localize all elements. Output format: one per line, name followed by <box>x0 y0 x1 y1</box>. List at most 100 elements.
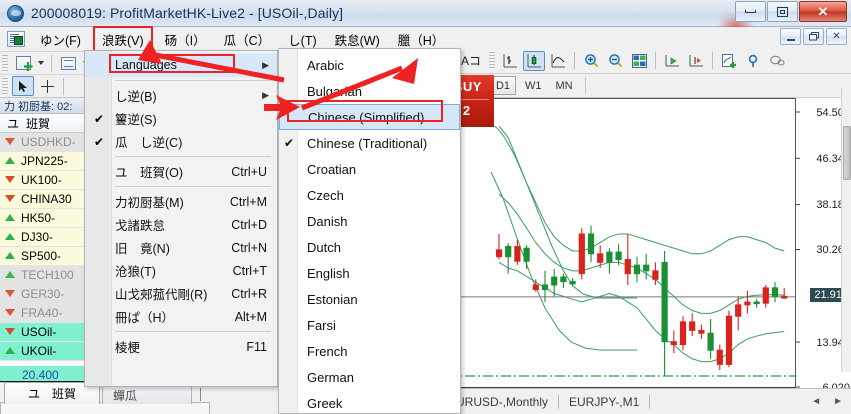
toolbar-grip[interactable] <box>2 54 8 72</box>
market-watch-row[interactable]: UK100- <box>0 171 91 190</box>
arrow-down-icon <box>0 175 20 186</box>
candlestick-chart-button[interactable] <box>523 50 546 71</box>
menu-separator <box>115 80 271 81</box>
view-menu-item[interactable]: 棱梗 F11 <box>85 335 277 358</box>
tab-next-icon[interactable]: ► <box>833 396 843 407</box>
chart-tab-0[interactable]: URUSD-,Monthly <box>456 394 549 409</box>
check-icon: ✔ <box>284 136 295 150</box>
shift-chart-button[interactable] <box>661 51 683 71</box>
close-button[interactable]: ✕ <box>799 1 847 22</box>
crosshair-tool-button[interactable] <box>742 51 764 71</box>
market-watch-symbol: JPN225- <box>21 154 68 168</box>
language-menu-item[interactable]: Czech <box>279 182 460 208</box>
menu-window[interactable]: 跌怠(W) <box>334 33 380 48</box>
market-watch-row[interactable]: FRA40- <box>0 304 91 323</box>
zoom-in-button[interactable] <box>580 51 602 71</box>
line-chart-button[interactable] <box>547 51 569 71</box>
timeframe-d1[interactable]: D1 <box>490 76 516 95</box>
chart-plot-area[interactable]: 54.50046.34038.18030.26013.9406.0200-7.0… <box>447 98 851 414</box>
view-menu-item[interactable]: ✔ 瓜 し逆(C) <box>85 130 277 153</box>
market-watch-row[interactable]: HK50- <box>0 209 91 228</box>
menu-tools[interactable]: し(T) <box>288 33 317 48</box>
mdi-vertical-scrollbar[interactable] <box>841 88 851 372</box>
profiles-button[interactable] <box>57 53 79 73</box>
view-menu-item[interactable]: し逆(B) ▶ <box>85 84 277 107</box>
zoom-out-button[interactable] <box>604 51 626 71</box>
language-menu-item[interactable]: Danish <box>279 208 460 234</box>
chart-tab-1[interactable]: EURJPY-,M1 <box>569 394 640 409</box>
auto-scroll-button[interactable] <box>685 51 707 71</box>
menu-file[interactable]: ゆン(F) <box>40 33 81 48</box>
menu-icon-gutter <box>85 51 112 386</box>
menu-help[interactable]: 臘（H） <box>397 33 445 48</box>
market-watch-row[interactable]: USDHKD- <box>0 133 91 152</box>
language-menu-item[interactable]: French <box>279 338 460 364</box>
chart-close-button[interactable]: ✕ <box>826 28 847 45</box>
language-label: Greek <box>307 395 343 411</box>
view-menu-item[interactable]: 旧 竟(N) Ctrl+N <box>85 236 277 259</box>
language-menu-item[interactable]: Arabic <box>279 52 460 78</box>
market-watch-row[interactable]: JPN225- <box>0 152 91 171</box>
market-watch-row[interactable]: GER30- <box>0 285 91 304</box>
tile-charts-button[interactable] <box>628 51 650 71</box>
chart-restore-button[interactable] <box>803 28 824 45</box>
tab-prev-icon[interactable]: ◄ <box>811 396 822 407</box>
view-menu-item[interactable]: ✔ 籰逆(S) <box>85 107 277 130</box>
language-menu-item[interactable]: Greek <box>279 390 460 414</box>
view-menu-item[interactable]: Languages ▶ <box>85 53 277 77</box>
comment-button[interactable] <box>766 51 788 71</box>
view-menu-item[interactable]: 冊ぱ（H） Alt+M <box>85 305 277 328</box>
market-watch-row[interactable]: CHINA30 <box>0 190 91 209</box>
minimize-button[interactable] <box>735 1 766 22</box>
view-menu-item[interactable]: 沧狼(T) Ctrl+T <box>85 259 277 282</box>
market-watch-row[interactable]: TECH100 <box>0 266 91 285</box>
market-watch-tab-active[interactable]: ユ 班賀 <box>4 382 100 404</box>
language-label: French <box>307 343 348 359</box>
column-bid[interactable]: 班賀 <box>26 116 51 131</box>
market-watch-row[interactable]: USOil- <box>0 323 91 342</box>
view-menu-item[interactable]: 戈諸跌怠 Ctrl+D <box>85 213 277 236</box>
language-menu-item[interactable]: Chinese (Simplified) <box>279 104 460 130</box>
scrollbar-thumb[interactable] <box>843 126 851 180</box>
view-menu-item-label: Languages <box>115 58 177 72</box>
view-menu-item-label: 力初厨基(M) <box>115 196 184 210</box>
menu-view[interactable]: 浪跌(V) <box>92 25 153 53</box>
indicators-button[interactable] <box>718 51 740 71</box>
language-menu-item[interactable]: Farsi <box>279 312 460 338</box>
crosshair-button[interactable] <box>36 76 58 96</box>
language-menu-item[interactable]: English <box>279 260 460 286</box>
view-menu-item[interactable]: 山戈郟菰代剛(R) Ctrl+R <box>85 282 277 305</box>
language-menu-item[interactable]: Estonian <box>279 286 460 312</box>
bar-chart-button[interactable] <box>499 51 521 71</box>
maximize-button[interactable] <box>767 1 798 22</box>
column-symbol[interactable]: ユ <box>6 116 19 131</box>
market-watch-row[interactable]: DJ30- <box>0 228 91 247</box>
menu-charts[interactable]: 瓜（C） <box>223 33 271 48</box>
language-menu-item[interactable]: Bulgarian <box>279 78 460 104</box>
market-watch-row[interactable]: SP500- <box>0 247 91 266</box>
tile-grid-icon <box>631 53 647 68</box>
new-chart-button[interactable] <box>12 53 34 73</box>
language-menu-item[interactable]: ✔ Chinese (Traditional) <box>279 130 460 156</box>
cursor-button[interactable] <box>12 76 34 96</box>
view-menu-item[interactable]: ユ 班賀(O) Ctrl+U <box>85 160 277 183</box>
menu-insert[interactable]: 砀（I） <box>164 33 206 48</box>
language-menu-item[interactable]: Croatian <box>279 156 460 182</box>
view-menu-item-accelerator: Ctrl+U <box>231 164 267 179</box>
linestudies-grip[interactable] <box>2 77 8 95</box>
market-watch-symbol: FRA40- <box>21 306 63 320</box>
market-watch-tab-second[interactable]: 蟬瓜 <box>102 385 192 404</box>
language-menu-item[interactable]: Dutch <box>279 234 460 260</box>
market-watch-symbol: TECH100 <box>21 268 74 282</box>
view-menu-item[interactable]: 力初厨基(M) Ctrl+M <box>85 190 277 213</box>
chart-tab-separator-1 <box>649 394 651 409</box>
languages-submenu: Arabic Bulgarian Chinese (Simplified) ✔ Chin… <box>278 48 461 414</box>
language-menu-item[interactable]: German <box>279 364 460 390</box>
new-chart-dropdown-icon[interactable] <box>38 61 44 65</box>
chart-toolbar-grip[interactable] <box>489 52 496 69</box>
chart-minimize-button[interactable] <box>780 28 801 45</box>
market-watch-row[interactable]: UKOil- <box>0 342 91 361</box>
timeframe-w1[interactable]: W1 <box>525 79 542 92</box>
chart-toolbar-sep-1 <box>574 52 576 69</box>
timeframe-mn[interactable]: MN <box>555 79 573 92</box>
